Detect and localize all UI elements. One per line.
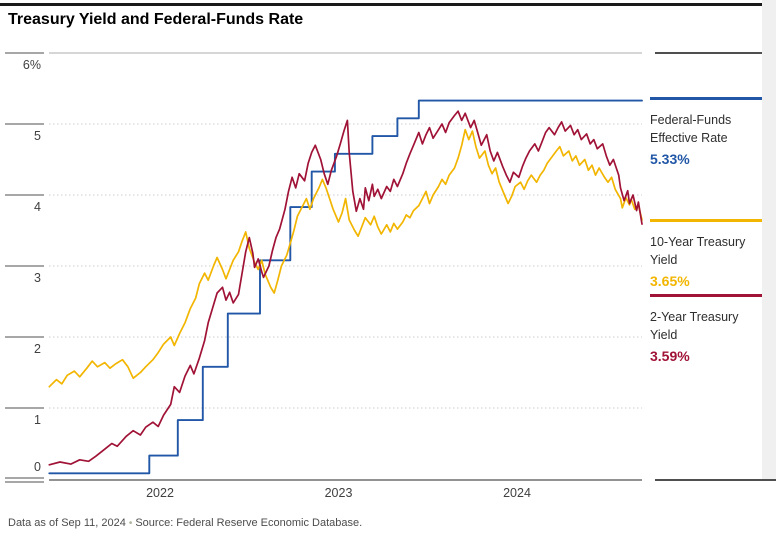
y-axis-tick-label: 0 [34, 460, 41, 474]
10-year-treasury-yield-line-series [48, 128, 643, 388]
legend-item-10yr-treasury: 10-Year Treasury Yield 3.65% [650, 219, 768, 290]
footnote-as-of: Data as of Sep 11, 2024 [8, 517, 126, 529]
y-axis-tick-label: 4 [34, 200, 41, 214]
chart-title: Treasury Yield and Federal-Funds Rate [8, 11, 304, 28]
legend-label-line2: Yield [650, 328, 678, 342]
y-axis-tick-label: 5 [34, 129, 41, 143]
legend-rule-2yr [650, 294, 762, 297]
legend-value-2yr: 3.59% [650, 348, 690, 364]
x-axis-tick-label: 2023 [325, 486, 353, 500]
legend-item-2yr-treasury: 2-Year Treasury Yield 3.59% [650, 294, 768, 365]
footnote-source: Source: Federal Reserve Economic Databas… [135, 517, 363, 529]
x-axis-tick-label: 2024 [503, 486, 531, 500]
legend-label-line1: 2-Year Treasury [650, 310, 739, 324]
legend-label-line1: Federal-Funds [650, 113, 732, 127]
legend-rule-10yr [650, 219, 762, 222]
footnote-separator-dot: • [128, 518, 133, 529]
x-axis-tick-label: 2022 [146, 486, 174, 500]
y-axis-tick-label: 3 [34, 271, 41, 285]
footnote: Data as of Sep 11, 2024 • Source: Federal … [8, 517, 362, 529]
legend-label-line2: Effective Rate [650, 131, 728, 145]
legend-value-10yr: 3.65% [650, 273, 690, 289]
top-rule [0, 3, 762, 6]
y-axis-tick-label: 2 [34, 342, 41, 356]
2-year-treasury-yield-line-series [48, 110, 643, 466]
legend-value-fed-funds: 5.33% [650, 151, 690, 167]
legend-label-line2: Yield [650, 253, 678, 267]
legend-label-line1: 10-Year Treasury [650, 235, 746, 249]
legend-item-fed-funds: Federal-Funds Effective Rate 5.33% [650, 97, 768, 168]
right-margin-strip [762, 0, 776, 480]
legend-rule-fed-funds [650, 97, 762, 100]
y-axis-tick-label: 1 [34, 413, 41, 427]
y-axis-tick-label: 6% [23, 58, 41, 72]
federal-funds-effective-rate-line-series [48, 99, 643, 475]
